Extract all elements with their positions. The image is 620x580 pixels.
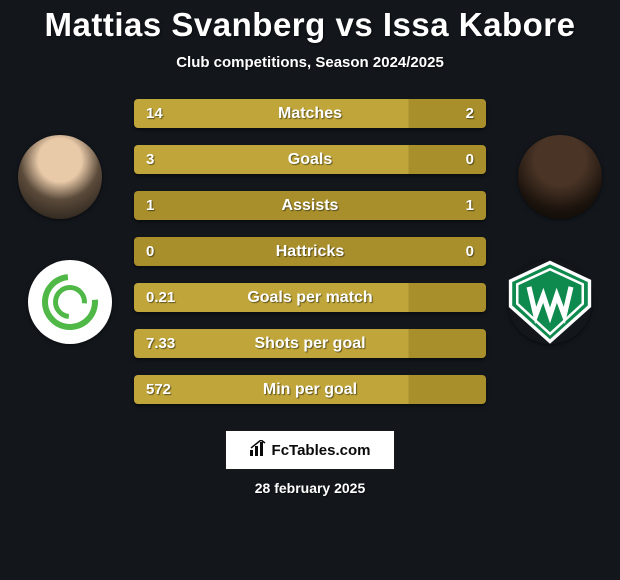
page-title: Mattias Svanberg vs Issa Kabore	[45, 6, 576, 44]
stat-label: Hattricks	[196, 243, 424, 261]
stat-right-value: 0	[424, 151, 474, 168]
stat-label: Goals per match	[196, 289, 424, 307]
stat-label: Assists	[196, 197, 424, 215]
stat-left-value: 7.33	[146, 335, 196, 352]
subtitle: Club competitions, Season 2024/2025	[176, 54, 444, 71]
stat-bar: 14Matches2	[134, 99, 486, 128]
logo-text: FcTables.com	[272, 442, 371, 459]
stat-bar: 3Goals0	[134, 145, 486, 174]
club-logo-left	[28, 260, 112, 344]
stat-bar: 1Assists1	[134, 191, 486, 220]
stat-left-value: 572	[146, 381, 196, 398]
title-vs: vs	[335, 6, 373, 43]
stats-bars: 14Matches23Goals01Assists10Hattricks00.2…	[134, 99, 486, 404]
chart-icon	[250, 440, 268, 461]
stat-bar: 0.21Goals per match	[134, 283, 486, 312]
player2-avatar	[518, 135, 602, 219]
stat-label: Matches	[196, 105, 424, 123]
stat-right-value: 0	[424, 243, 474, 260]
stat-bar: 0Hattricks0	[134, 237, 486, 266]
stat-label: Min per goal	[196, 381, 424, 399]
stat-left-value: 0	[146, 243, 196, 260]
player1-avatar	[18, 135, 102, 219]
club-logo-right	[508, 260, 592, 344]
stat-left-value: 0.21	[146, 289, 196, 306]
werder-icon	[508, 260, 592, 344]
stat-right-value: 2	[424, 105, 474, 122]
stat-right-value: 1	[424, 197, 474, 214]
stat-label: Goals	[196, 151, 424, 169]
comparison-card: Mattias Svanberg vs Issa Kabore Club com…	[0, 0, 620, 580]
wolfsburg-icon	[31, 263, 110, 342]
footer-date: 28 february 2025	[255, 480, 366, 496]
fctables-logo: FcTables.com	[225, 430, 395, 470]
stat-left-value: 3	[146, 151, 196, 168]
stat-bar: 7.33Shots per goal	[134, 329, 486, 358]
stat-left-value: 1	[146, 197, 196, 214]
stat-bar: 572Min per goal	[134, 375, 486, 404]
stat-label: Shots per goal	[196, 335, 424, 353]
stat-left-value: 14	[146, 105, 196, 122]
title-player1: Mattias Svanberg	[45, 6, 326, 43]
title-player2: Issa Kabore	[383, 6, 576, 43]
